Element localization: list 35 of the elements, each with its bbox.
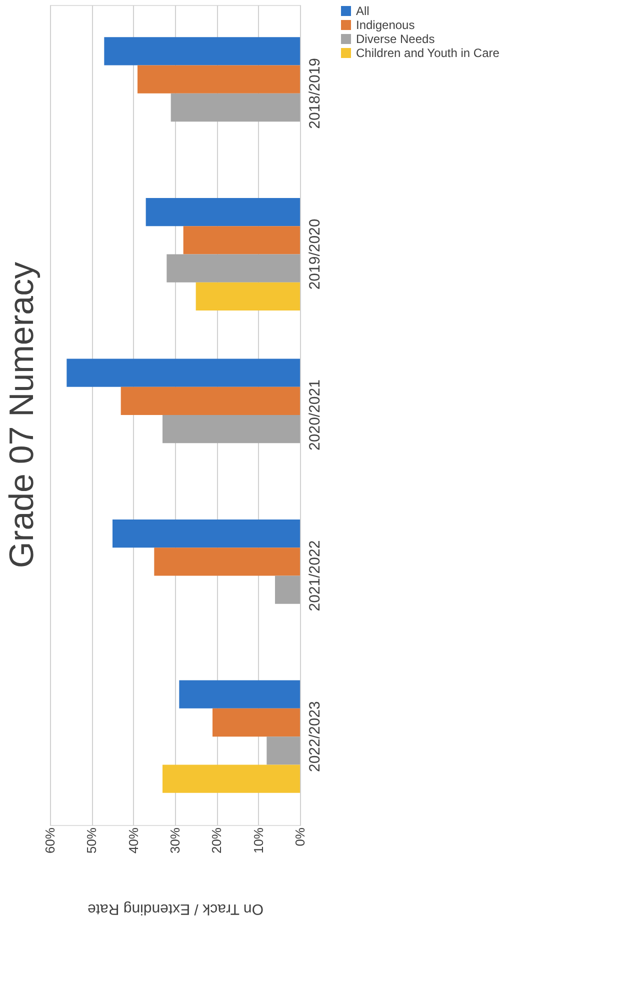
bar xyxy=(170,93,300,122)
y-tick-label: 2022/2023 xyxy=(306,701,324,772)
x-tick-label: 60% xyxy=(42,827,58,854)
legend-label: All xyxy=(356,4,370,18)
x-tick-label: 50% xyxy=(84,827,100,854)
bar xyxy=(212,708,300,737)
bar xyxy=(104,37,300,66)
y-tick-label: 2018/2019 xyxy=(306,58,324,129)
bar xyxy=(154,548,300,576)
y-tick-label: 2021/2022 xyxy=(306,540,324,612)
bar xyxy=(196,282,300,310)
bar xyxy=(183,226,300,254)
x-axis-title: On Track / Extending Rate xyxy=(88,900,264,918)
bar xyxy=(275,576,300,604)
bar xyxy=(112,520,300,548)
x-tick-label: 40% xyxy=(126,827,141,854)
y-tick-label: 2020/2021 xyxy=(306,380,324,450)
bar xyxy=(120,386,300,415)
legend-label: Diverse Needs xyxy=(356,32,435,46)
x-tick-label: 20% xyxy=(209,827,224,854)
bar xyxy=(162,764,300,793)
legend-label: Children and Youth in Care xyxy=(356,46,500,60)
bar xyxy=(146,198,300,226)
text: Grade 07 Numeracy xyxy=(3,262,41,568)
x-tick-label: 10% xyxy=(250,827,266,854)
x-tick-label: 30% xyxy=(168,827,182,854)
bar xyxy=(179,680,300,708)
x-tick-label: 0% xyxy=(292,827,308,846)
bar xyxy=(166,254,300,282)
legend-label: Indigenous xyxy=(356,18,415,32)
bar xyxy=(138,65,300,94)
bar xyxy=(66,358,300,387)
y-tick-label: 2019/2020 xyxy=(306,218,324,290)
bar xyxy=(162,415,300,444)
bar xyxy=(266,736,300,765)
